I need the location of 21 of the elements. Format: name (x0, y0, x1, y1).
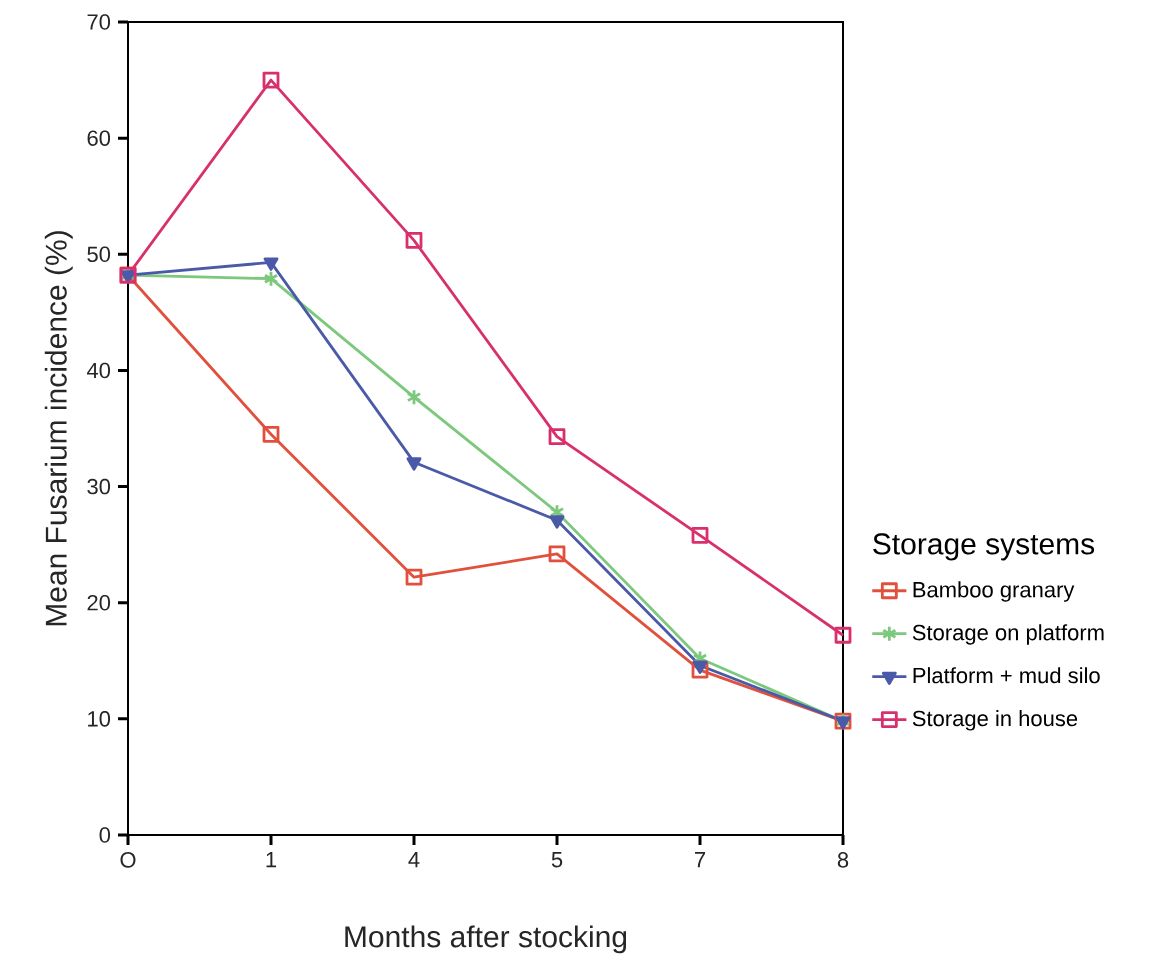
x-tick-label: 7 (695, 852, 706, 868)
y-tick-label: 60 (87, 130, 111, 146)
y-tick-label: 0 (99, 827, 111, 843)
legend-label: Platform + mud silo (913, 667, 1100, 684)
x-tick-label: 4 (408, 852, 420, 868)
x-tick-label: O (120, 852, 136, 868)
y-tick-label: 10 (88, 711, 111, 727)
y-tick-label: 50 (87, 246, 111, 263)
y-tick-label: 20 (87, 594, 111, 611)
x-tick-label: 5 (551, 852, 563, 868)
legend-title: Storage systems (873, 533, 1095, 561)
y-tick-label: 30 (87, 478, 111, 495)
y-tick-label: 70 (87, 14, 111, 30)
x-axis-title: Months after stocking (345, 925, 627, 954)
y-axis-title: Mean Fusarium incidence (%) (44, 231, 73, 626)
legend-label: Storage in house (912, 710, 1078, 731)
legend-label: Storage on platform (912, 624, 1104, 645)
y-tick-label: 40 (86, 362, 111, 379)
x-tick-label: 1 (266, 852, 277, 868)
legend-label: Bamboo granary (913, 581, 1075, 602)
x-tick-label: 8 (837, 852, 849, 868)
